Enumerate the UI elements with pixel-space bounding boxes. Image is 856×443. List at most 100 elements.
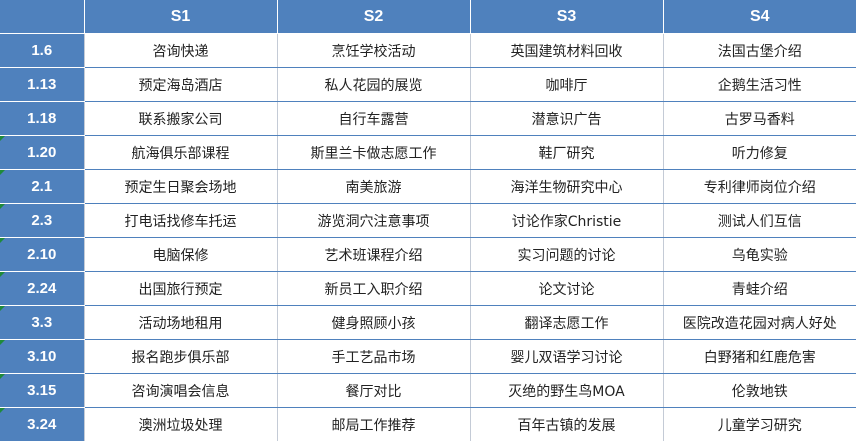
table-cell-s2[interactable]: 烹饪学校活动 <box>276 33 470 68</box>
table-row: 3.15 咨询演唱会信息 餐厅对比 灭绝的野生鸟MOA 伦敦地铁 <box>0 373 856 408</box>
table-cell-s2[interactable]: 私人花园的展览 <box>276 67 470 102</box>
row-label: 2.24 <box>27 280 57 297</box>
row-header-cell: 1.20 <box>0 135 84 170</box>
table-row: 1.20 航海俱乐部课程 斯里兰卡做志愿工作 鞋厂研究 听力修复 <box>0 135 856 170</box>
table-cell-s1[interactable]: 电脑保修 <box>83 237 277 272</box>
table-cell-s1[interactable]: 航海俱乐部课程 <box>83 135 277 170</box>
table-cell-s2[interactable]: 餐厅对比 <box>276 373 470 408</box>
row-header-cell: 2.10 <box>0 237 84 272</box>
table-row: 2.3 打电话找修车托运 游览洞穴注意事项 讨论作家Christie 测试人们互信 <box>0 203 856 238</box>
comment-indicator-icon <box>0 136 5 141</box>
table-cell-s2[interactable]: 邮局工作推荐 <box>276 407 470 441</box>
table-cell-s3[interactable]: 灭绝的野生鸟MOA <box>469 373 663 408</box>
table-cell-s1[interactable]: 澳洲垃圾处理 <box>83 407 277 441</box>
column-header-s4: S4 <box>662 0 856 34</box>
corner-header-cell <box>0 0 84 34</box>
row-label: 2.10 <box>27 246 57 263</box>
table-cell-s4[interactable]: 古罗马香料 <box>662 101 856 136</box>
table-cell-s3[interactable]: 海洋生物研究中心 <box>469 169 663 204</box>
table-cell-s3[interactable]: 婴儿双语学习讨论 <box>469 339 663 374</box>
row-label: 1.13 <box>27 76 57 93</box>
table-cell-s2[interactable]: 新员工入职介绍 <box>276 271 470 306</box>
table-cell-s2[interactable]: 游览洞穴注意事项 <box>276 203 470 238</box>
table-cell-s1[interactable]: 预定生日聚会场地 <box>83 169 277 204</box>
column-header-s2: S2 <box>276 0 470 34</box>
table-cell-s4[interactable]: 专利律师岗位介绍 <box>662 169 856 204</box>
table-cell-s3[interactable]: 实习问题的讨论 <box>469 237 663 272</box>
table-cell-s1[interactable]: 咨询快递 <box>83 33 277 68</box>
row-label: 1.6 <box>31 42 53 59</box>
comment-indicator-icon <box>0 408 5 413</box>
table-cell-s3[interactable]: 英国建筑材料回收 <box>469 33 663 68</box>
row-header-cell: 1.6 <box>0 33 84 68</box>
row-header-cell: 2.3 <box>0 203 84 238</box>
table-cell-s1[interactable]: 联系搬家公司 <box>83 101 277 136</box>
column-header-s1: S1 <box>83 0 277 34</box>
row-header-cell: 2.1 <box>0 169 84 204</box>
row-header-cell: 3.3 <box>0 305 84 340</box>
table-cell-s4[interactable]: 乌龟实验 <box>662 237 856 272</box>
table-cell-s2[interactable]: 手工艺品市场 <box>276 339 470 374</box>
table-row: 1.13 预定海岛酒店 私人花园的展览 咖啡厅 企鹅生活习性 <box>0 67 856 102</box>
column-header-s3: S3 <box>469 0 663 34</box>
table-cell-s3[interactable]: 百年古镇的发展 <box>469 407 663 441</box>
table-row: 3.24 澳洲垃圾处理 邮局工作推荐 百年古镇的发展 儿童学习研究 <box>0 407 856 441</box>
table-row: 1.18 联系搬家公司 自行车露营 潜意识广告 古罗马香料 <box>0 101 856 136</box>
table-cell-s2[interactable]: 斯里兰卡做志愿工作 <box>276 135 470 170</box>
table-cell-s1[interactable]: 预定海岛酒店 <box>83 67 277 102</box>
row-label: 3.10 <box>27 348 57 365</box>
table-cell-s2[interactable]: 南美旅游 <box>276 169 470 204</box>
row-header-cell: 3.24 <box>0 407 84 441</box>
comment-indicator-icon <box>0 170 5 175</box>
row-label: 1.18 <box>27 110 57 127</box>
table-cell-s1[interactable]: 咨询演唱会信息 <box>83 373 277 408</box>
comment-indicator-icon <box>0 340 5 345</box>
comment-indicator-icon <box>0 272 5 277</box>
header-row: S1 S2 S3 S4 <box>0 0 856 34</box>
comment-indicator-icon <box>0 204 5 209</box>
table-cell-s4[interactable]: 企鹅生活习性 <box>662 67 856 102</box>
table-cell-s1[interactable]: 活动场地租用 <box>83 305 277 340</box>
table-cell-s3[interactable]: 鞋厂研究 <box>469 135 663 170</box>
table-cell-s4[interactable]: 白野猪和红鹿危害 <box>662 339 856 374</box>
table-cell-s4[interactable]: 伦敦地铁 <box>662 373 856 408</box>
table-cell-s4[interactable]: 青蛙介绍 <box>662 271 856 306</box>
table-cell-s2[interactable]: 健身照顾小孩 <box>276 305 470 340</box>
table-cell-s4[interactable]: 法国古堡介绍 <box>662 33 856 68</box>
table-cell-s1[interactable]: 出国旅行预定 <box>83 271 277 306</box>
table-cell-s2[interactable]: 自行车露营 <box>276 101 470 136</box>
row-header-cell: 3.15 <box>0 373 84 408</box>
row-label: 2.3 <box>31 212 53 229</box>
comment-indicator-icon <box>0 374 5 379</box>
table-row: 1.6 咨询快递 烹饪学校活动 英国建筑材料回收 法国古堡介绍 <box>0 33 856 68</box>
row-header-cell: 1.18 <box>0 101 84 136</box>
table-row: 2.10 电脑保修 艺术班课程介绍 实习问题的讨论 乌龟实验 <box>0 237 856 272</box>
table-row: 3.10 报名跑步俱乐部 手工艺品市场 婴儿双语学习讨论 白野猪和红鹿危害 <box>0 339 856 374</box>
row-header-cell: 2.24 <box>0 271 84 306</box>
table-cell-s3[interactable]: 讨论作家Christie <box>469 203 663 238</box>
row-label: 3.24 <box>27 416 57 433</box>
table-cell-s2[interactable]: 艺术班课程介绍 <box>276 237 470 272</box>
table-cell-s3[interactable]: 翻译志愿工作 <box>469 305 663 340</box>
table-cell-s4[interactable]: 儿童学习研究 <box>662 407 856 441</box>
comment-indicator-icon <box>0 306 5 311</box>
row-label: 1.20 <box>27 144 57 161</box>
row-label: 2.1 <box>31 178 53 195</box>
table-cell-s4[interactable]: 测试人们互信 <box>662 203 856 238</box>
table-cell-s3[interactable]: 潜意识广告 <box>469 101 663 136</box>
row-header-cell: 3.10 <box>0 339 84 374</box>
table-row: 2.1 预定生日聚会场地 南美旅游 海洋生物研究中心 专利律师岗位介绍 <box>0 169 856 204</box>
row-label: 3.3 <box>31 314 53 331</box>
row-label: 3.15 <box>27 382 57 399</box>
table-cell-s4[interactable]: 医院改造花园对病人好处 <box>662 305 856 340</box>
comment-indicator-icon <box>0 238 5 243</box>
table-row: 2.24 出国旅行预定 新员工入职介绍 论文讨论 青蛙介绍 <box>0 271 856 306</box>
table-row: 3.3 活动场地租用 健身照顾小孩 翻译志愿工作 医院改造花园对病人好处 <box>0 305 856 340</box>
table-cell-s3[interactable]: 咖啡厅 <box>469 67 663 102</box>
table-cell-s1[interactable]: 打电话找修车托运 <box>83 203 277 238</box>
table-cell-s1[interactable]: 报名跑步俱乐部 <box>83 339 277 374</box>
table-cell-s4[interactable]: 听力修复 <box>662 135 856 170</box>
row-header-cell: 1.13 <box>0 67 84 102</box>
table-cell-s3[interactable]: 论文讨论 <box>469 271 663 306</box>
